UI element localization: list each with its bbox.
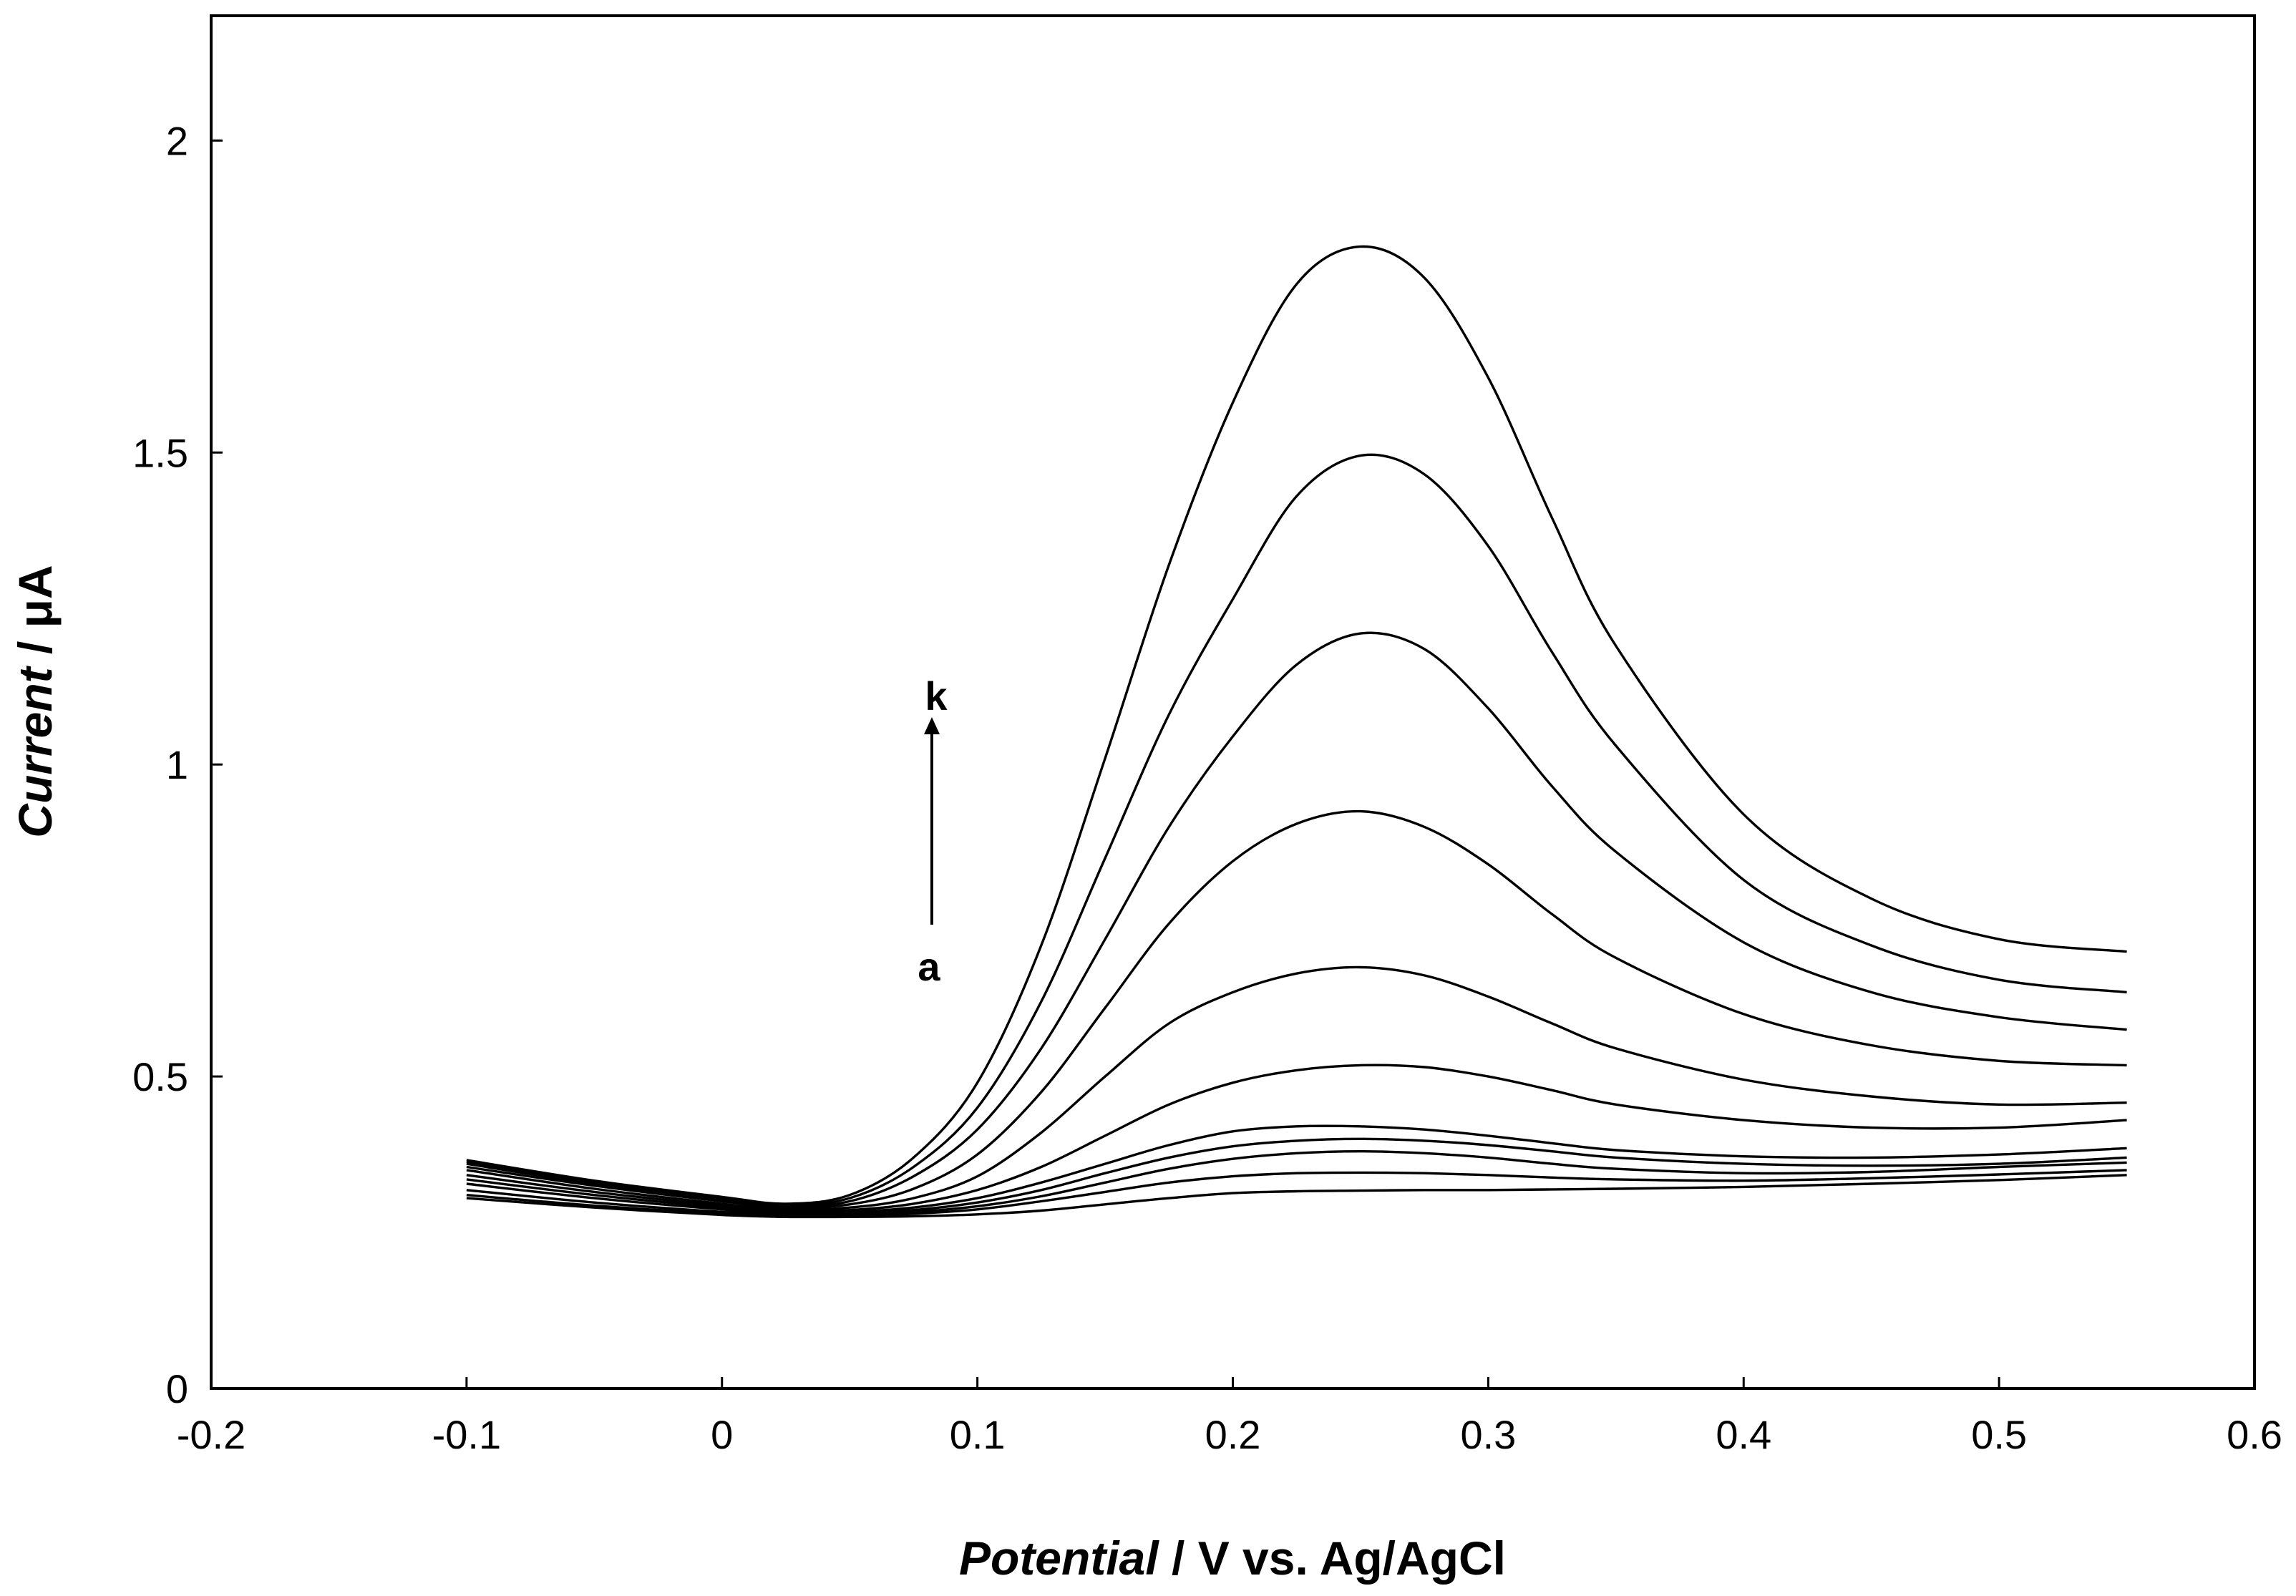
increase-arrow-head xyxy=(924,717,940,734)
annotation-a: a xyxy=(918,944,940,989)
x-tick-label: 0.3 xyxy=(1460,1412,1516,1457)
y-tick-label: 0 xyxy=(166,1366,188,1411)
y-axis-ticks: 0 0.5 1 1.5 2 xyxy=(132,118,223,1411)
y-axis-label-italic: Current xyxy=(9,665,62,837)
series-line xyxy=(466,1174,2127,1219)
y-tick-label: 1 xyxy=(166,742,188,787)
series-line xyxy=(466,1150,2127,1216)
x-axis-label-italic: Potential xyxy=(959,1532,1159,1585)
series-line xyxy=(466,1124,2127,1214)
series-line xyxy=(466,453,2127,1207)
x-tick-label: 0.5 xyxy=(1971,1412,2027,1457)
x-tick-label: 0.1 xyxy=(950,1412,1006,1457)
series-line xyxy=(466,965,2127,1211)
y-tick-label: 2 xyxy=(166,118,188,163)
series-line xyxy=(466,245,2127,1205)
x-tick-label: 0 xyxy=(711,1412,733,1457)
x-axis-label: Potential / V vs. Ag/AgCl xyxy=(959,1532,1506,1585)
y-tick-label: 0.5 xyxy=(132,1054,188,1099)
y-axis-label: Current / μA xyxy=(9,565,62,837)
annotation-k: k xyxy=(925,673,948,719)
x-axis-label-rest: / V vs. Ag/AgCl xyxy=(1159,1532,1506,1585)
x-tick-label: -0.2 xyxy=(177,1412,246,1457)
x-axis-ticks: -0.2 -0.1 0 0.1 0.2 0.3 0.4 0.5 0.6 xyxy=(177,1377,2282,1457)
x-tick-label: -0.1 xyxy=(432,1412,502,1457)
x-tick-label: 0.4 xyxy=(1716,1412,1771,1457)
y-axis-label-rest: / μA xyxy=(9,565,62,667)
x-tick-label: 0.2 xyxy=(1205,1412,1261,1457)
y-tick-label: 1.5 xyxy=(132,430,188,475)
x-tick-label: 0.6 xyxy=(2227,1412,2282,1457)
series-curves xyxy=(466,245,2127,1219)
series-line xyxy=(466,809,2127,1210)
series-line xyxy=(466,631,2127,1208)
